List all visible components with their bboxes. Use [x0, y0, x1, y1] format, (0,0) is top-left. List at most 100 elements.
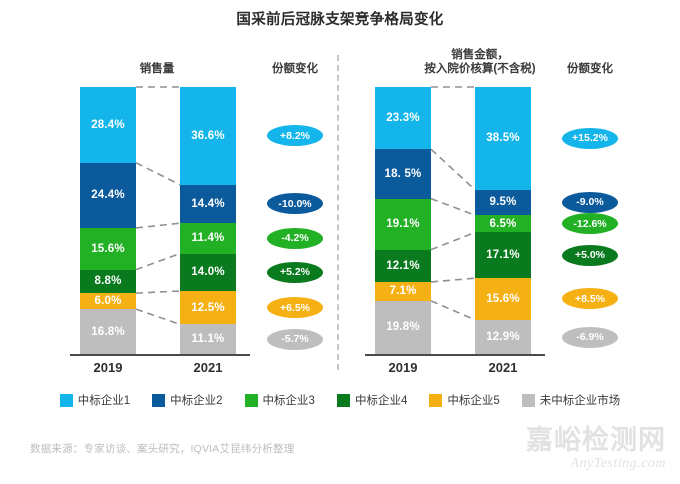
bar-segment: 24.4% — [80, 162, 136, 228]
bar-segment: 8.8% — [80, 269, 136, 294]
right-change-header: 份额变化 — [567, 63, 613, 75]
share-change-value: -6.9% — [576, 331, 604, 344]
bar-segment: 14.4% — [180, 184, 236, 224]
bar-segment-label: 7.1% — [389, 285, 417, 298]
legend-swatch — [429, 393, 443, 407]
watermark-cn: 嘉峪检测网 — [526, 425, 666, 455]
bar-segment-label: 14.0% — [191, 266, 225, 279]
stack-sales-volume-2021: 36.6% 14.4% 11.4% 14.0% 12.5% 11.1% — [180, 87, 236, 354]
legend-swatch — [521, 393, 535, 407]
share-change-badge: +8.5% — [562, 288, 618, 310]
legend-item[interactable]: 中标企业2 — [152, 392, 223, 408]
legend-item[interactable]: 中标企业4 — [336, 392, 408, 408]
share-change-value: +6.5% — [279, 301, 311, 314]
left-chart-header: 销售量 — [139, 63, 175, 75]
source-note: 数据来源：专家访谈、案头研究，IQVIA艾昆纬分析整理 — [30, 443, 295, 455]
share-change-value: -4.2% — [281, 232, 309, 245]
share-change-badge: +5.0% — [562, 244, 618, 266]
legend-label: 未中标企业市场 — [539, 395, 621, 407]
bar-segment: 23.3% — [375, 87, 431, 150]
bar-segment: 36.6% — [180, 87, 236, 185]
share-change-badge: -6.9% — [562, 326, 618, 348]
legend-item[interactable]: 中标企业3 — [244, 392, 315, 408]
bar-segment: 12.1% — [375, 249, 431, 282]
bar-segment: 7.1% — [375, 281, 431, 301]
share-change-badge: -10.0% — [267, 193, 323, 215]
right-year-label-after: 2021 — [488, 360, 518, 375]
left-change-header: 份额变化 — [272, 63, 318, 75]
bar-segment-label: 11.4% — [191, 232, 225, 245]
bar-segment: 19.8% — [375, 300, 431, 354]
legend-label: 中标企业1 — [77, 395, 131, 407]
bar-segment: 18. 5% — [375, 149, 431, 199]
share-change-badge: -9.0% — [562, 191, 618, 213]
share-change-badge: +8.2% — [267, 125, 323, 147]
share-change-value: +15.2% — [572, 132, 608, 145]
left-year-label-before: 2019 — [93, 360, 123, 375]
legend-label: 中标企业5 — [447, 395, 500, 407]
page-title: 国采前后冠脉支架竞争格局变化 — [236, 12, 444, 28]
bar-segment: 19.1% — [375, 198, 431, 250]
legend-item[interactable]: 中标企业1 — [59, 392, 131, 408]
bar-segment-label: 38.5% — [486, 132, 520, 145]
bar-segment: 15.6% — [475, 278, 531, 320]
share-change-badge: -4.2% — [267, 227, 323, 249]
bar-segment: 9.5% — [475, 189, 531, 216]
legend-swatch — [336, 393, 350, 407]
share-change-value: -5.7% — [281, 333, 309, 346]
legend-label: 中标企业4 — [354, 395, 408, 407]
bar-segment: 6.5% — [475, 215, 531, 233]
left-year-label-after: 2021 — [193, 360, 223, 375]
bar-segment: 16.8% — [80, 309, 136, 354]
share-change-badge: +6.5% — [267, 297, 323, 319]
share-change-value: -10.0% — [278, 197, 312, 210]
bar-segment-label: 18. 5% — [384, 167, 422, 180]
bar-segment-label: 6.0% — [94, 295, 122, 308]
legend-swatch — [152, 393, 166, 407]
bar-segment-label: 8.8% — [94, 275, 122, 288]
share-change-value: +5.2% — [279, 266, 311, 279]
bar-segment: 14.0% — [180, 253, 236, 291]
bar-segment: 11.1% — [180, 324, 236, 354]
share-change-value: +5.0% — [574, 249, 606, 262]
share-change-badge: +15.2% — [562, 127, 618, 149]
bar-segment: 17.1% — [475, 232, 531, 279]
share-change-value: -9.0% — [576, 196, 604, 209]
bar-segment-label: 23.3% — [386, 112, 420, 125]
share-change-value: +8.5% — [574, 292, 606, 305]
bar-segment: 11.4% — [180, 223, 236, 254]
panel-divider — [337, 55, 339, 370]
bar-segment-label: 9.5% — [489, 196, 517, 209]
bar-segment: 38.5% — [475, 87, 531, 190]
right-year-label-before: 2019 — [388, 360, 418, 375]
legend-swatch — [244, 393, 258, 407]
bar-segment: 28.4% — [80, 87, 136, 163]
bar-segment-label: 6.5% — [489, 217, 517, 230]
bar-segment: 12.5% — [180, 290, 236, 325]
legend-swatch — [59, 393, 73, 407]
right-axis-line — [365, 354, 545, 356]
share-change-value: +8.2% — [279, 129, 311, 142]
share-change-badge: +5.2% — [267, 261, 323, 283]
bar-segment-label: 36.6% — [191, 129, 225, 142]
bar-segment-label: 19.1% — [386, 218, 420, 231]
bar-segment-label: 28.4% — [91, 118, 125, 131]
bar-segment-label: 17.1% — [486, 249, 520, 262]
legend-label: 中标企业3 — [262, 395, 315, 407]
watermark-en: AnyTesting.com — [570, 456, 666, 471]
bar-segment-label: 12.9% — [486, 331, 520, 343]
right-chart-header-line2: 按入院价核算(不含税) — [424, 63, 536, 75]
legend-item[interactable]: 未中标企业市场 — [521, 392, 621, 408]
bar-segment-label: 14.4% — [191, 197, 225, 210]
bar-segment-label: 15.6% — [486, 292, 520, 305]
stack-sales-value-2021: 38.5% 9.5% 6.5% 17.1% 15.6% 12.9% — [475, 87, 531, 355]
bar-segment: 6.0% — [80, 293, 136, 310]
bar-segment-label: 11.1% — [191, 333, 225, 346]
stack-sales-volume-2019: 28.4% 24.4% 15.6% 8.8% 6.0% 16.8% — [80, 87, 136, 354]
bar-segment-label: 12.1% — [386, 259, 420, 272]
legend-item[interactable]: 中标企业5 — [429, 392, 500, 408]
chart-legend: 中标企业1 中标企业2 中标企业3 中标企业4 中标企业5 未中标企业市场 — [0, 392, 680, 408]
bar-segment-label: 15.6% — [91, 242, 125, 255]
left-axis-line — [70, 354, 250, 356]
